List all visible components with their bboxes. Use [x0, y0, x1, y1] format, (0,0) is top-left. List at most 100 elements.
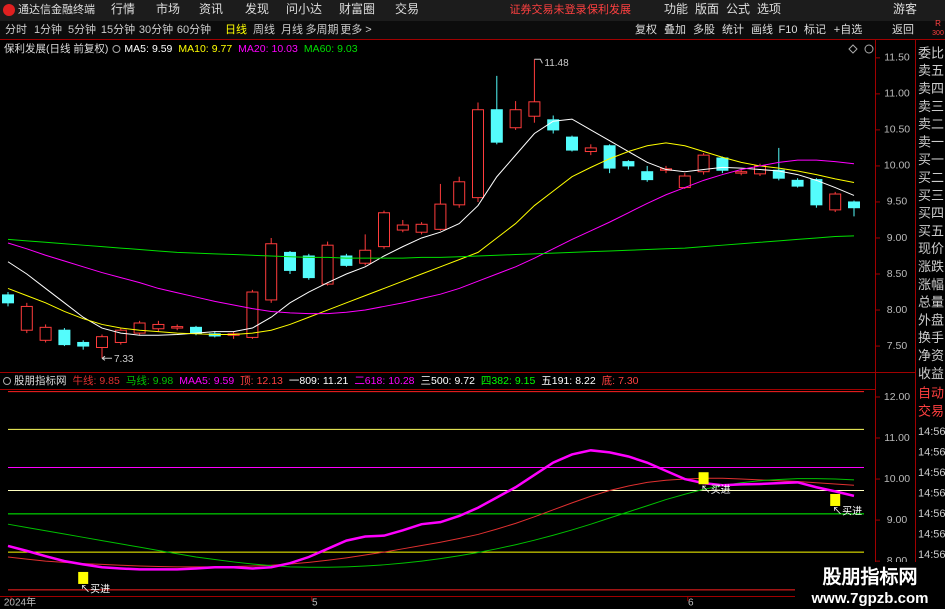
settings-icon[interactable] — [112, 45, 121, 53]
y-tick-label: 11.50 — [884, 52, 910, 64]
legend-text: 9.98 — [153, 375, 174, 387]
plot-area — [2, 59, 860, 359]
menu-item[interactable]: 市场 — [156, 1, 180, 16]
trade-label[interactable]: 交易 — [918, 403, 944, 418]
menu-item[interactable]: 问小达 — [286, 2, 322, 16]
tool-button[interactable]: 标记 — [804, 22, 826, 36]
buy-signal — [830, 493, 841, 506]
tool-button[interactable]: +自选 — [834, 23, 862, 36]
candle-body — [584, 147, 597, 153]
settings-icon[interactable] — [3, 377, 11, 385]
period-tab[interactable]: 60分钟 — [177, 22, 211, 36]
candle-body — [359, 249, 372, 264]
tool-button[interactable]: 画线 — [751, 22, 773, 36]
tool-button[interactable]: 返回 — [892, 23, 914, 36]
legend-text: 顶: — [240, 375, 253, 387]
low-pointer — [101, 355, 112, 361]
y-tick-label: 8.00 — [887, 304, 908, 316]
tool-button[interactable]: F10 — [779, 24, 798, 36]
chart-icon[interactable] — [864, 44, 874, 54]
quote-label: 卖一 — [918, 134, 944, 149]
legend-text: MA5: — [124, 43, 149, 55]
y-tick-label: 10.50 — [884, 124, 910, 136]
candle-body — [415, 223, 428, 233]
ma-line — [7, 235, 855, 259]
menu-item[interactable]: 版面 — [695, 2, 719, 16]
corner-label: R — [935, 19, 941, 28]
tool-button[interactable]: 叠加 — [664, 23, 686, 36]
period-tab[interactable]: 分时 — [5, 23, 27, 36]
quote-label: 买三 — [918, 188, 944, 203]
y-tick-label: 9.00 — [887, 514, 908, 526]
menu-item[interactable]: 发现 — [245, 1, 269, 16]
legend-text: 9.59 — [214, 375, 235, 387]
x-tick-label: 2024年 — [4, 596, 36, 609]
period-tab[interactable]: 15分钟 — [101, 22, 135, 36]
buy-signal — [78, 571, 89, 584]
low-label: 7.33 — [114, 354, 134, 365]
legend-text: 四382: — [481, 375, 512, 387]
tool-button[interactable]: 统计 — [722, 23, 744, 36]
period-tab[interactable]: 周线 — [253, 22, 275, 36]
quote-label: 买二 — [918, 170, 944, 185]
x-tick-label: 6 — [688, 598, 694, 609]
period-tab[interactable]: 更多 > — [340, 22, 371, 36]
legend-text: 12.13 — [257, 375, 283, 387]
time-label: 14:56 — [918, 549, 945, 561]
candle-body — [265, 243, 278, 301]
quote-label: 现价 — [918, 241, 944, 256]
period-tab[interactable]: 日线 — [225, 22, 247, 36]
candle-body — [133, 322, 146, 334]
legend-text: 7.30 — [618, 375, 639, 387]
quote-label: 卖四 — [918, 81, 944, 96]
buy-signal-label: ↖买进 — [701, 484, 731, 496]
legend-text: 9.03 — [337, 43, 358, 55]
candle-body — [39, 326, 52, 341]
period-tab[interactable]: 5分钟 — [68, 22, 96, 36]
period-tab[interactable]: 多周期 — [306, 22, 339, 36]
indicator-line — [7, 478, 855, 568]
period-tab[interactable]: 1分钟 — [34, 22, 62, 36]
candle-body — [566, 136, 578, 151]
legend-text: 一809: — [289, 375, 320, 387]
menu-item[interactable]: 交易 — [395, 1, 419, 16]
stock-name: 保利发展 — [587, 2, 631, 16]
menu-item[interactable]: 公式 — [726, 2, 750, 16]
menu-item[interactable]: 行情 — [111, 2, 135, 16]
menu-item[interactable]: 选项 — [757, 2, 781, 16]
logo — [3, 4, 15, 16]
time-label: 14:56 — [918, 487, 945, 499]
legend-text: 8.22 — [575, 375, 596, 387]
quote-label: 净资 — [918, 348, 944, 363]
corner-label: 300 — [932, 30, 944, 37]
watermark-title: 股朋指标网 — [822, 566, 917, 588]
candle-body — [340, 255, 353, 266]
legend-text: MA20: — [238, 43, 268, 55]
period-tab[interactable]: 月线 — [281, 22, 303, 36]
quote-label: 买一 — [918, 152, 944, 167]
candle-body — [378, 212, 390, 248]
y-tick-label: 12.00 — [884, 391, 910, 403]
time-label: 14:56 — [918, 446, 945, 458]
candle-body — [20, 305, 33, 331]
tool-button[interactable]: 复权 — [635, 22, 657, 36]
candle-body — [697, 154, 710, 173]
trade-label[interactable]: 自动 — [918, 385, 944, 400]
menu-item[interactable]: 财富圈 — [339, 1, 375, 16]
menu-item[interactable]: 资讯 — [199, 2, 223, 16]
buy-signal-label: ↖买进 — [832, 506, 862, 518]
high-label: 11.48 — [544, 58, 569, 69]
user[interactable]: 游客 — [893, 1, 917, 16]
menu-item[interactable]: 功能 — [664, 2, 688, 16]
candle-body — [434, 203, 447, 230]
chart-icon[interactable] — [848, 44, 858, 54]
candle-body — [171, 326, 184, 329]
y-tick-label: 10.00 — [884, 160, 910, 172]
ma-line — [7, 142, 855, 336]
buy-signal — [698, 472, 709, 485]
period-tab[interactable]: 30分钟 — [139, 22, 173, 36]
y-tick-label: 8.50 — [887, 268, 908, 280]
tool-button[interactable]: 多股 — [693, 22, 715, 36]
candle-body — [622, 161, 635, 167]
